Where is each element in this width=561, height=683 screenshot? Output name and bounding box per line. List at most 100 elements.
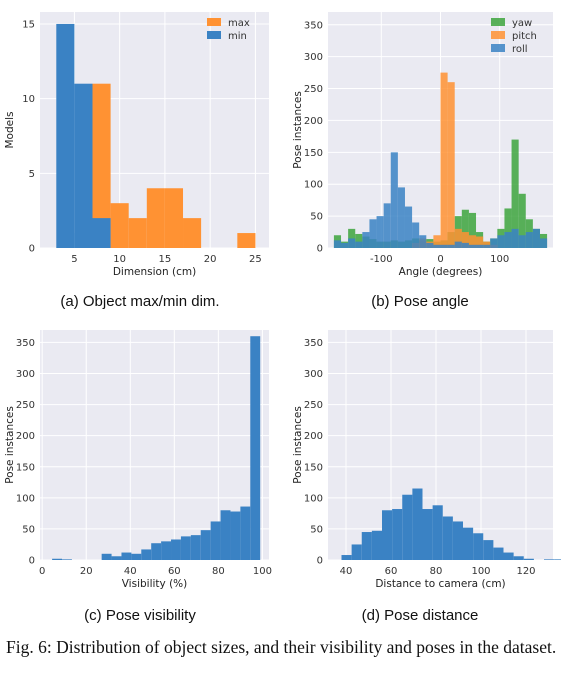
y-axis-label: Pose instances [4,406,16,484]
bar [171,539,181,560]
x-tick-label: 10 [113,254,126,265]
bar [461,232,469,248]
bar [419,235,427,248]
bar [230,511,241,560]
bar [355,241,363,248]
bar [348,238,356,248]
x-tick-label: -100 [370,254,393,265]
subfigure-label: (b) Pose angle [371,293,469,310]
bar [200,530,211,560]
y-tick-label: 0 [29,556,35,567]
bar [382,510,393,560]
bar [111,556,122,560]
x-axis-label: Angle (degrees) [399,266,483,278]
bar [376,216,384,248]
x-tick-label: 100 [490,254,509,265]
y-axis-label: Pose instances [292,406,304,484]
y-tick-label: 150 [16,462,35,473]
bar [532,228,540,248]
legend-swatch [207,31,221,39]
bar [52,558,63,560]
y-tick-label: 0 [317,556,323,567]
legend-label: yaw [512,18,532,29]
subfigure-label: (c) Pose visibility [84,607,196,624]
bar [341,242,349,248]
bar [447,82,455,248]
bar [433,244,441,248]
bar [110,203,129,248]
bar [250,336,261,560]
x-tick-label: 100 [253,566,272,577]
legend-swatch [491,18,505,26]
y-tick-label: 150 [304,148,323,159]
bar [92,83,111,249]
bar [426,242,434,248]
bar [539,238,548,248]
subfigure-label: (a) Object max/min dim. [60,293,219,310]
y-tick-label: 200 [304,116,323,127]
y-tick-label: 250 [16,400,35,411]
bar [369,219,377,248]
y-axis-label: Pose instances [292,91,304,169]
panel-pose-visibility: 0 20 40 60 80 100 0 50 100 150 200 250 300 350 Visibil… [4,330,272,624]
bar [56,23,75,248]
bar [452,521,463,560]
y-tick-label: 0 [29,244,35,255]
legend-swatch [491,31,505,39]
y-tick-label: 250 [304,84,323,95]
y-tick-label: 10 [22,94,35,105]
bar [151,543,162,560]
bar [483,540,494,560]
x-tick-label: 120 [516,566,535,577]
bar [355,233,363,248]
bar [390,152,398,248]
bar [518,235,526,248]
bar [461,209,469,248]
x-tick-label: 40 [124,566,137,577]
bar [422,509,433,560]
bar [180,536,191,560]
bar [128,218,147,248]
y-tick-label: 300 [16,369,35,380]
subfigure-label: (d) Pose distance [362,607,479,624]
bar [440,244,448,248]
x-axis-label: Dimension (cm) [113,266,196,278]
panel-pose-distance: 40 60 80 100 120 0 50 100 150 200 250 300 350 Distanc… [292,330,561,624]
bar [442,516,453,560]
bar [433,235,441,248]
bar [440,72,448,248]
figure-caption: Fig. 6: Distribution of object sizes, an… [6,637,557,657]
bar [511,139,519,248]
bar [518,193,526,248]
legend-label: max [228,18,250,29]
bar [554,559,561,560]
bar [412,222,420,248]
bar [404,206,413,248]
bar [92,218,111,248]
y-tick-label: 300 [304,52,323,63]
bar [544,559,555,560]
bar [523,558,534,560]
bar [131,553,142,560]
bar [402,494,413,560]
bar [62,559,72,560]
bar [483,244,491,248]
y-tick-label: 100 [304,180,323,191]
bar [476,236,484,248]
bar [220,510,231,560]
y-tick-label: 50 [310,212,323,223]
bar [461,242,469,248]
x-tick-label: 15 [159,254,172,265]
bar [463,527,474,560]
bar [361,532,372,560]
bar [351,544,362,560]
bar [468,212,477,248]
bar [511,228,519,248]
bar [397,187,405,248]
bar [362,232,370,248]
legend-label: roll [512,44,528,55]
bar [333,240,342,248]
bar [210,521,221,560]
y-tick-label: 200 [304,431,323,442]
